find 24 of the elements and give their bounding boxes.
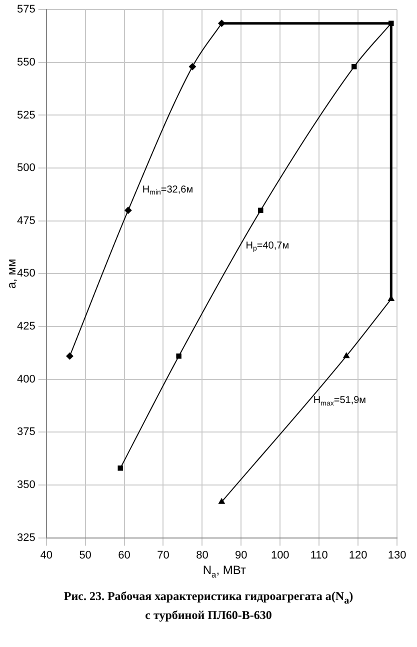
- x-tick-label: 100: [270, 549, 290, 562]
- y-tick-label: 375: [16, 426, 36, 438]
- text: с турбиной ПЛ60-В-630: [144, 608, 273, 624]
- x-tick-label: 120: [348, 549, 368, 562]
- y-tick-label: 425: [16, 320, 36, 333]
- x-tick-label: 40: [40, 549, 52, 562]
- x-tick-label: 90: [235, 549, 248, 562]
- y-tick-label: 500: [16, 162, 36, 174]
- y-tick-label: 475: [16, 214, 36, 227]
- y-tick-label: 400: [16, 373, 36, 386]
- x-tick-label: 70: [157, 549, 170, 562]
- y-tick-label: 450: [16, 268, 36, 280]
- x-tick-label: 50: [79, 549, 92, 562]
- x-tick-label: 80: [196, 549, 208, 562]
- x-tick-label: 110: [310, 549, 328, 562]
- y-tick-label: 350: [16, 479, 36, 492]
- x-tick-label: 130: [388, 549, 406, 562]
- text: Рис. 23. Рабочая характеристика гидроагрегата a(N$_{a}$): [62, 589, 354, 608]
- y-tick-label: 550: [16, 56, 36, 68]
- y-tick-label: 575: [16, 4, 36, 16]
- y-tick-label: 525: [16, 109, 36, 122]
- x-tick-label: 60: [118, 549, 130, 562]
- y-axis-title: a, мм: [4, 258, 18, 289]
- y-tick-label: 325: [16, 532, 36, 544]
